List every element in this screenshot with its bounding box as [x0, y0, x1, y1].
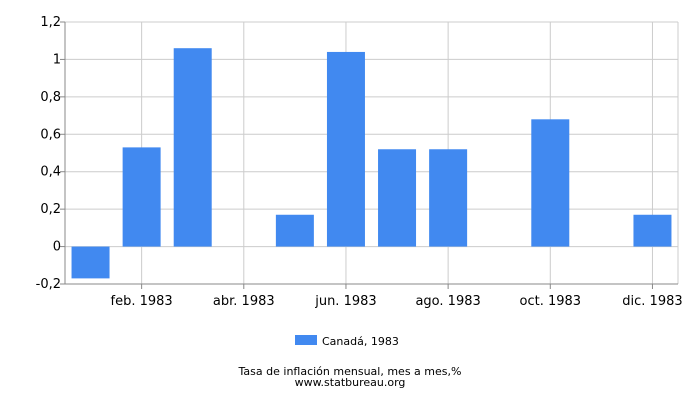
y-tick-labels: -0,2 0 0,2 0,4 0,6 0,8 1 1,2 [36, 15, 61, 292]
legend-label: Canadá, 1983 [322, 335, 399, 348]
bar-may. 1983 [275, 214, 314, 247]
y-tick-label: 0 [53, 240, 61, 255]
x-tick-labels: feb. 1983 abr. 1983 jun. 1983 ago. 1983 oct.… [111, 294, 683, 309]
bar-dic. 1983 [633, 214, 672, 247]
y-tick-label: 0,4 [40, 165, 61, 180]
source-url: www.statbureau.org [295, 376, 406, 389]
legend-swatch [295, 335, 317, 345]
bar-jul. 1983 [378, 149, 417, 247]
y-tick-label: 0,6 [40, 127, 61, 142]
x-tick-label: abr. 1983 [213, 294, 275, 309]
bar-ene. 1983 [71, 246, 110, 279]
y-tick-label: -0,2 [36, 277, 61, 292]
x-tick-label: feb. 1983 [111, 294, 173, 309]
bar-jun. 1983 [326, 51, 365, 247]
y-tick-label: 0,8 [40, 90, 61, 105]
axes-group [60, 21, 678, 289]
bar-feb. 1983 [122, 147, 161, 247]
x-tick-label: dic. 1983 [622, 294, 682, 309]
bar-ago. 1983 [429, 149, 468, 247]
y-tick-label: 0,2 [40, 202, 61, 217]
x-tick-label: ago. 1983 [415, 294, 480, 309]
bars-group [71, 48, 672, 279]
bar-oct. 1983 [531, 119, 570, 247]
x-tick-label: jun. 1983 [314, 294, 376, 309]
y-tick-label: 1,2 [40, 15, 61, 30]
x-tick-label: oct. 1983 [520, 294, 582, 309]
bar-mar. 1983 [173, 48, 212, 247]
y-tick-label: 1 [53, 52, 61, 67]
chart-subtitle: Tasa de inflación mensual, mes a mes,% [238, 365, 462, 378]
